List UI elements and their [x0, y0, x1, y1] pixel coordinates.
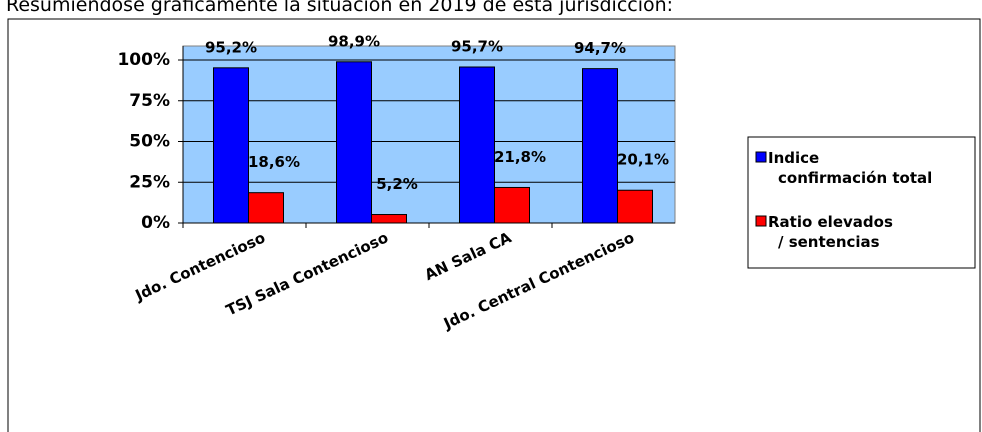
bar	[459, 66, 495, 224]
y-tick-label: 50%	[129, 132, 170, 152]
bar	[494, 186, 530, 224]
bar	[248, 192, 284, 224]
y-tick-label: 75%	[129, 91, 170, 111]
legend-box	[747, 136, 976, 269]
data-label: 95,7%	[451, 38, 503, 56]
caption: Resumiéndose gráficamente la situación e…	[6, 0, 674, 16]
data-label: 94,7%	[574, 39, 626, 57]
data-label: 20,1%	[617, 151, 669, 169]
legend-swatch	[755, 215, 767, 227]
data-label: 95,2%	[205, 38, 257, 56]
legend-swatch	[755, 151, 767, 163]
y-tick-label: 0%	[141, 213, 170, 233]
bar	[371, 214, 407, 224]
data-label: 98,9%	[328, 32, 380, 50]
y-tick-label: 25%	[129, 172, 170, 192]
bar	[336, 61, 372, 224]
legend-label: Indice confirmación total	[768, 149, 932, 187]
data-label: 21,8%	[494, 148, 546, 166]
y-tick-label: 100%	[117, 50, 170, 70]
legend-label: Ratio elevados / sentencias	[768, 213, 893, 251]
data-label: 5,2%	[376, 175, 418, 193]
bar	[617, 189, 653, 224]
data-label: 18,6%	[248, 153, 300, 171]
bar	[213, 67, 249, 224]
bar	[582, 68, 618, 224]
